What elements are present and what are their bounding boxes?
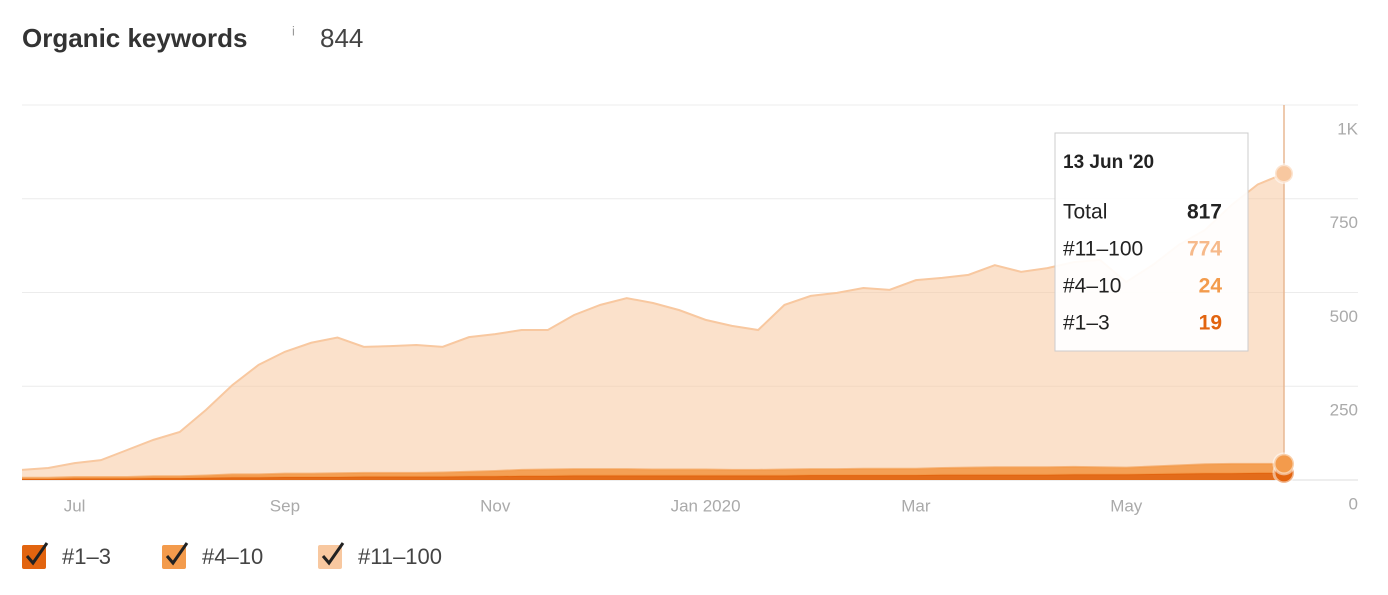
info-icon[interactable]: i: [292, 23, 295, 38]
y-tick-label: 0: [1349, 494, 1358, 513]
legend-label: #1–3: [62, 544, 111, 569]
legend-item[interactable]: #4–10: [162, 542, 263, 569]
x-tick-label: Mar: [901, 496, 931, 515]
tooltip-series-value: 19: [1199, 312, 1222, 335]
y-tick-label: 1K: [1337, 119, 1358, 138]
hover-dot: [1272, 452, 1296, 476]
tooltip-box: [1054, 132, 1249, 352]
y-tick-label: 750: [1330, 213, 1358, 232]
tooltip-series-label: #1–3: [1063, 312, 1110, 335]
legend-item[interactable]: #11–100: [318, 542, 442, 569]
tooltip-series-label: #11–100: [1063, 238, 1143, 261]
x-tick-label: Jul: [64, 496, 86, 515]
tooltip-date: 13 Jun '20: [1063, 152, 1154, 173]
y-tick-label: 500: [1330, 307, 1358, 326]
tooltip-total-label: Total: [1063, 201, 1107, 224]
legend-label: #11–100: [358, 544, 442, 569]
hover-dot: [1273, 163, 1295, 185]
tooltip-series-label: #4–10: [1063, 275, 1121, 298]
check-mark: [25, 542, 49, 566]
check-mark: [165, 542, 189, 566]
tooltip-series-value: 24: [1199, 275, 1223, 298]
legend-label: #4–10: [202, 544, 263, 569]
x-tick-label: May: [1110, 496, 1143, 515]
tooltip-series-value: 774: [1187, 238, 1222, 261]
title: Organic keywords: [22, 23, 247, 53]
y-tick-label: 250: [1330, 401, 1358, 420]
tooltip-total: 817: [1187, 201, 1222, 224]
x-tick-label: Nov: [480, 496, 511, 515]
legend-item[interactable]: #1–3: [22, 542, 111, 569]
x-tick-label: Jan 2020: [671, 496, 741, 515]
x-tick-label: Sep: [270, 496, 300, 515]
check-mark: [321, 542, 345, 566]
tooltip: 13 Jun '20 Total 817 #11–100 774 #4–10 24 #1–3 1…: [1054, 132, 1249, 352]
area: [22, 173, 1284, 478]
keyword-count: 844: [320, 23, 363, 53]
